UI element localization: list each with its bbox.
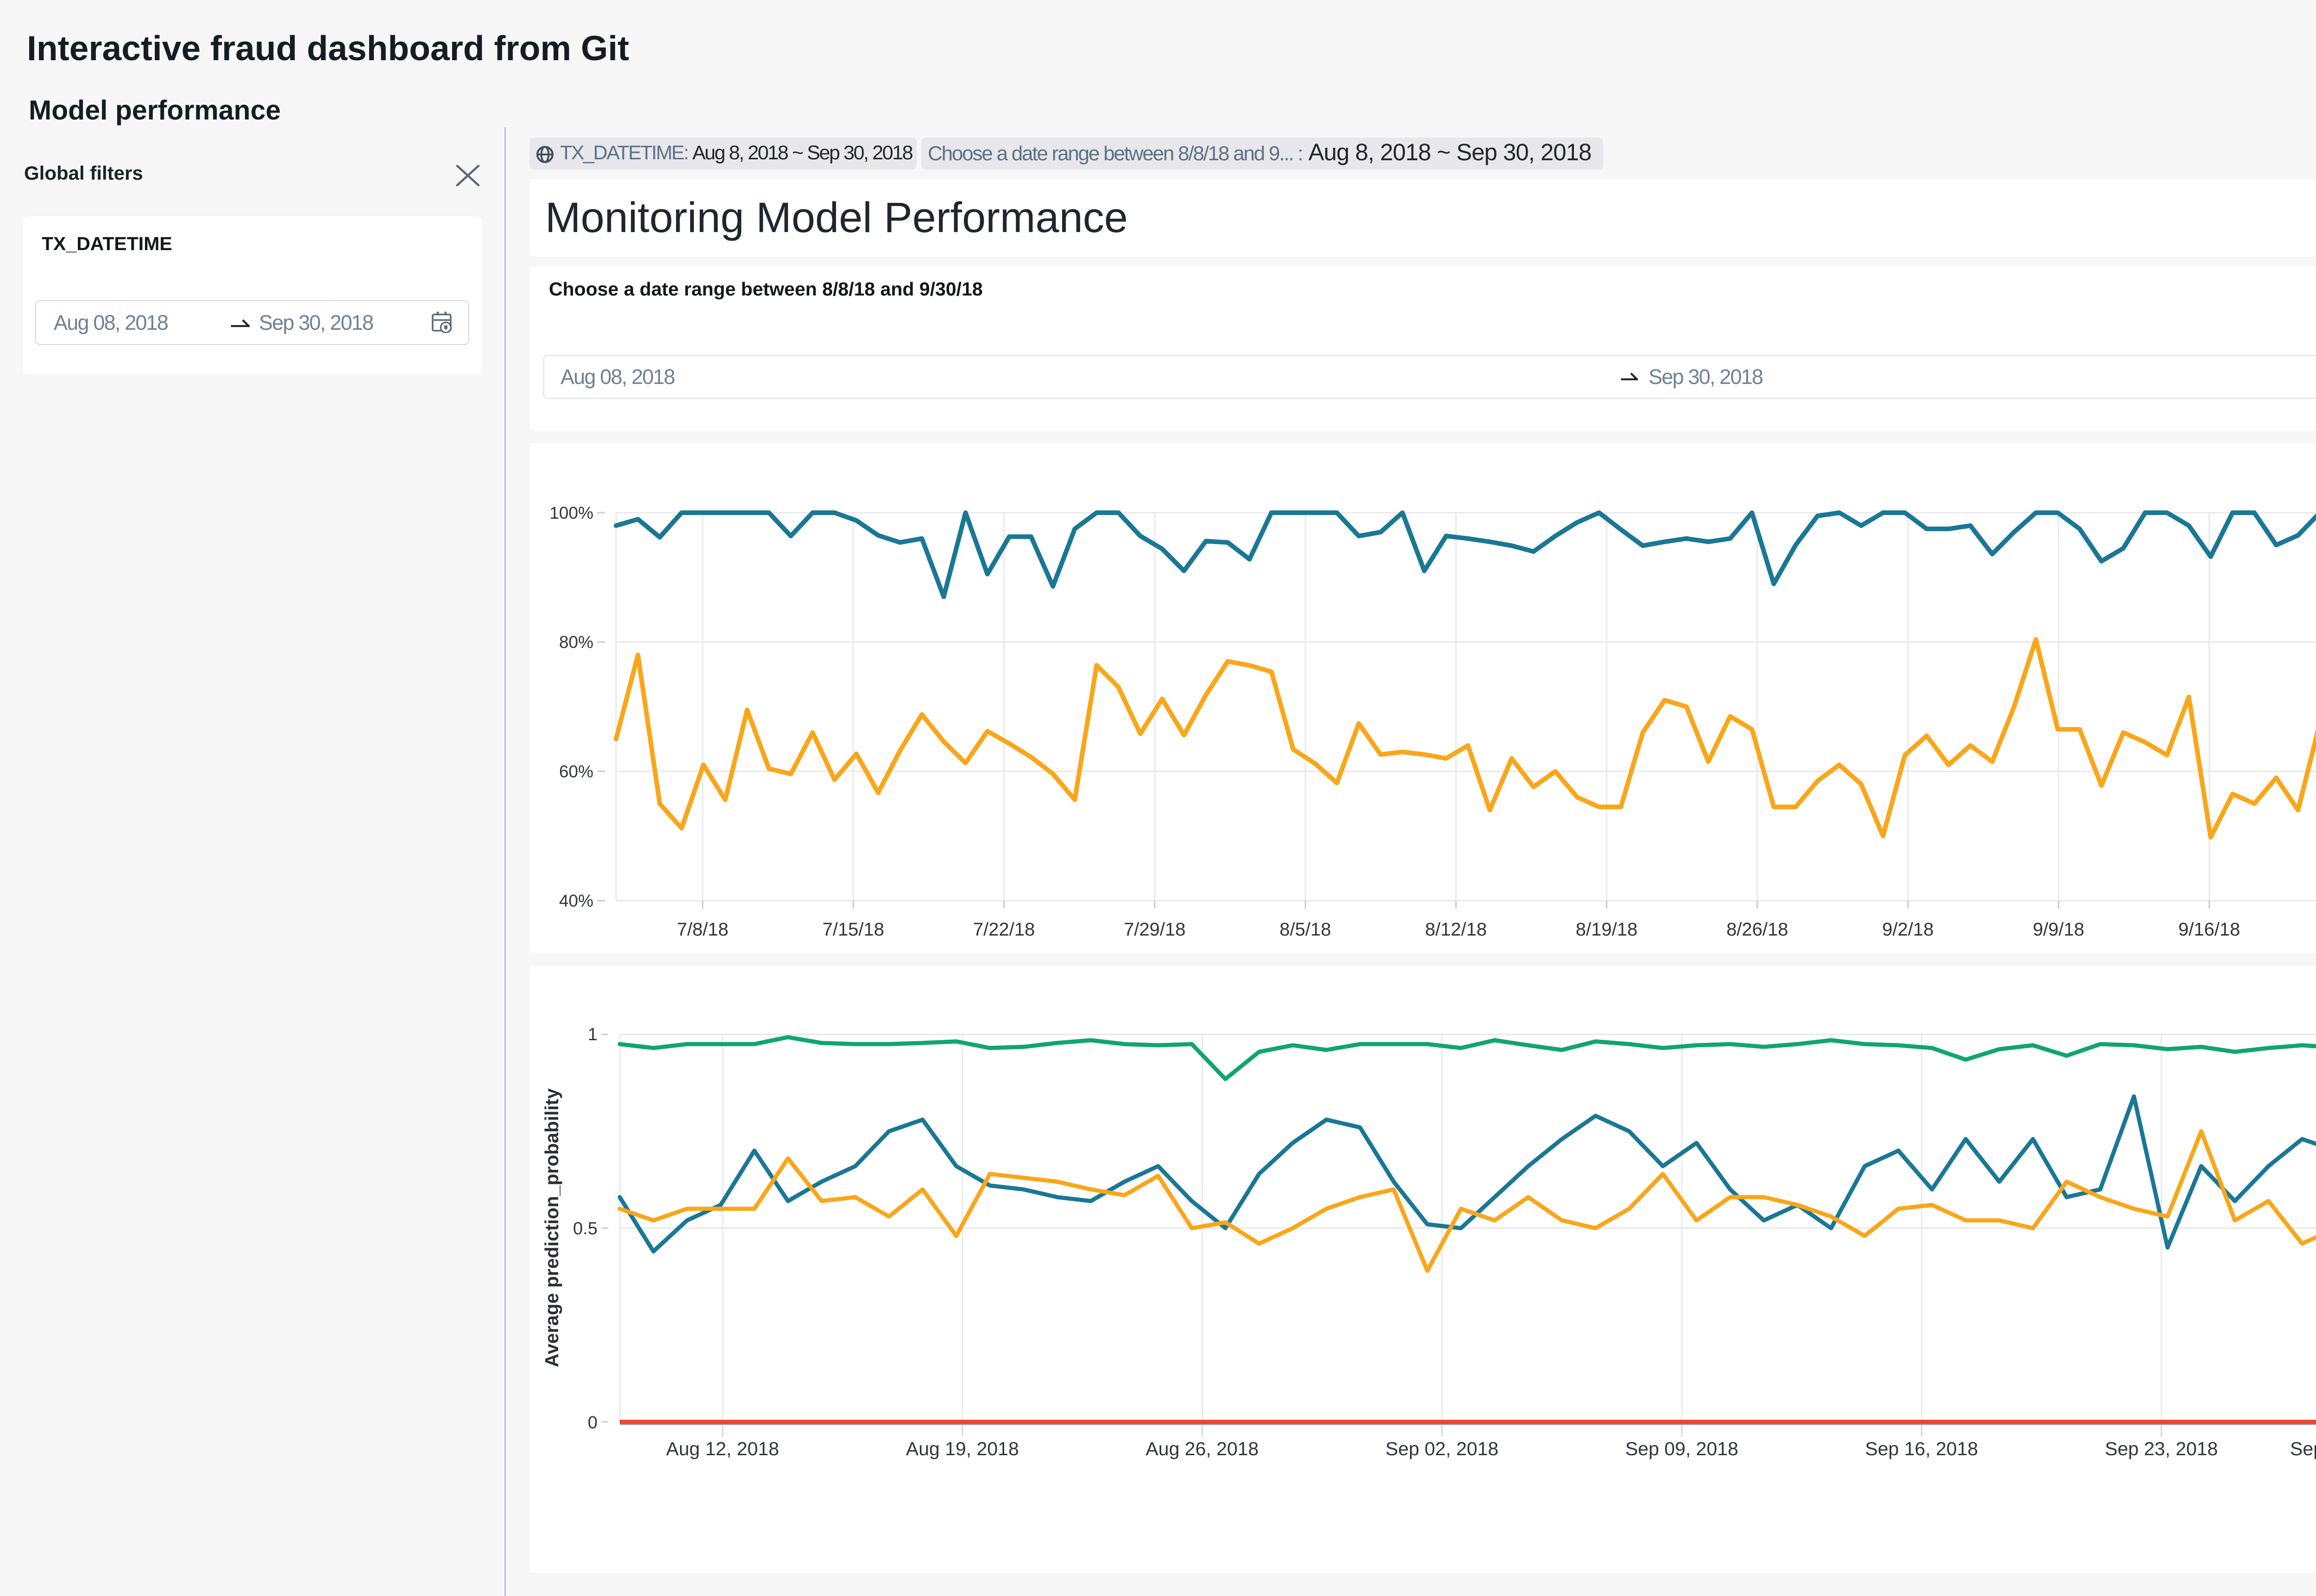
svg-text:60%: 60% bbox=[559, 762, 593, 781]
svg-text:8/5/18: 8/5/18 bbox=[1279, 919, 1331, 940]
svg-text:Aug 26, 2018: Aug 26, 2018 bbox=[1145, 1438, 1259, 1459]
svg-text:7/15/18: 7/15/18 bbox=[822, 919, 884, 940]
svg-text:100%: 100% bbox=[549, 503, 593, 522]
svg-text:Aug 19, 2018: Aug 19, 2018 bbox=[906, 1438, 1019, 1459]
svg-text:9/16/18: 9/16/18 bbox=[2178, 919, 2240, 940]
svg-text:Sep 30, 2018: Sep 30, 2018 bbox=[2290, 1438, 2316, 1459]
svg-text:Sep 23, 2018: Sep 23, 2018 bbox=[2105, 1438, 2218, 1459]
svg-text:Sep 09, 2018: Sep 09, 2018 bbox=[1625, 1438, 1738, 1459]
svg-text:7/29/18: 7/29/18 bbox=[1124, 919, 1185, 940]
svg-text:9/2/18: 9/2/18 bbox=[1882, 919, 1933, 940]
svg-text:1: 1 bbox=[588, 1025, 598, 1044]
svg-text:7/8/18: 7/8/18 bbox=[677, 919, 728, 940]
svg-text:8/19/18: 8/19/18 bbox=[1576, 919, 1637, 940]
svg-text:Sep 16, 2018: Sep 16, 2018 bbox=[1865, 1438, 1978, 1459]
svg-text:Aug 12, 2018: Aug 12, 2018 bbox=[666, 1438, 779, 1459]
svg-text:Sep 02, 2018: Sep 02, 2018 bbox=[1385, 1438, 1498, 1459]
svg-text:0.5: 0.5 bbox=[573, 1219, 598, 1238]
svg-text:8/12/18: 8/12/18 bbox=[1425, 919, 1486, 940]
svg-text:7/22/18: 7/22/18 bbox=[973, 919, 1035, 940]
svg-text:Average prediction_probability: Average prediction_probability bbox=[541, 1088, 562, 1367]
svg-text:40%: 40% bbox=[559, 892, 593, 911]
svg-text:8/26/18: 8/26/18 bbox=[1726, 919, 1788, 940]
svg-text:9/9/18: 9/9/18 bbox=[2033, 919, 2084, 940]
svg-text:80%: 80% bbox=[559, 633, 593, 652]
svg-text:0: 0 bbox=[588, 1413, 598, 1433]
